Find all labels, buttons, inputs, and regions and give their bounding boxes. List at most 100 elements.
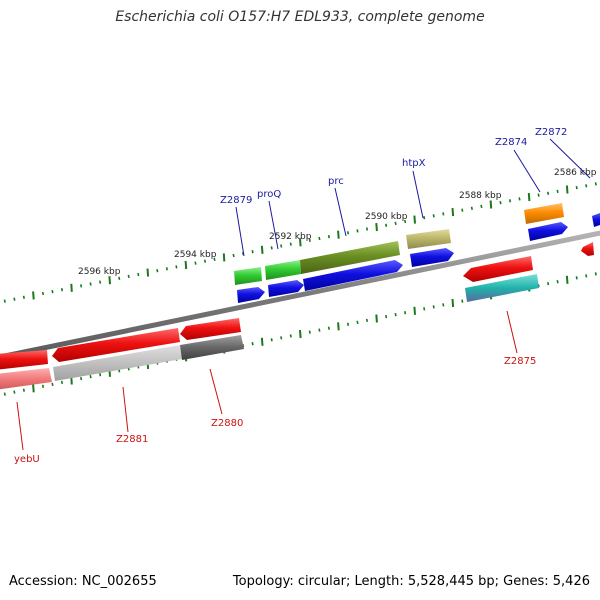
minor-tick [585,184,588,188]
major-tick [32,384,35,393]
gene-label[interactable]: proQ [257,189,281,200]
gene-feature[interactable] [528,222,568,241]
minor-tick [99,373,102,377]
minor-tick [13,297,16,301]
minor-tick [575,276,578,280]
minor-tick [60,288,64,292]
minor-tick [289,334,292,338]
minor-tick [594,182,597,186]
minor-tick [270,338,273,342]
gene-feature[interactable] [265,260,301,280]
minor-tick [346,231,350,235]
minor-tick [308,330,311,334]
gene-feature[interactable] [53,345,182,381]
gene-labels: Z2872 Z2874 htpX prc proQ Z2879 Z2875 Z2… [14,127,567,465]
minor-tick [442,303,445,307]
minor-tick [327,326,330,330]
gene-label[interactable]: prc [328,176,344,187]
minor-tick [585,274,588,278]
minor-tick [280,244,283,248]
minor-tick [575,185,578,190]
major-tick [299,329,302,339]
minor-tick [251,342,254,346]
minor-tick [165,267,168,271]
major-tick [565,185,569,194]
tick-labels: 2596 kbp 2594 kbp 2592 kbp 2590 kbp 2588… [78,168,597,277]
gene-label[interactable]: Z2879 [220,195,252,206]
minor-tick [547,281,550,286]
forward-strand-features [234,203,600,303]
gene-feature[interactable] [180,318,241,340]
minor-tick [327,234,330,239]
minor-tick [365,318,369,323]
gene-feature[interactable] [237,287,265,303]
minor-tick [118,276,121,280]
gene-feature[interactable] [524,203,564,224]
label-leader-lines-reverse [16,310,518,451]
gene-feature[interactable] [52,328,180,362]
gene-label[interactable]: Z2875 [504,356,536,367]
major-tick [527,192,531,202]
gene-feature[interactable] [234,267,262,285]
minor-tick [89,282,92,286]
tick-label: 2586 kbp [554,168,597,178]
gene-feature[interactable] [592,213,600,227]
tick-label: 2592 kbp [269,232,312,242]
minor-tick [137,272,140,277]
minor-tick [556,280,559,284]
gene-feature[interactable] [406,229,451,249]
minor-tick [41,384,45,388]
minor-tick [537,193,540,197]
minor-tick [3,299,6,303]
label-leader-lines [235,138,591,257]
minor-tick [99,280,102,284]
minor-tick [594,272,597,276]
minor-tick [156,269,159,273]
gene-feature[interactable] [300,241,400,274]
minor-tick [51,289,54,294]
gene-label[interactable]: Z2872 [535,127,567,138]
minor-tick [432,214,435,218]
gene-label[interactable]: Z2881 [116,434,148,445]
minor-tick [518,197,521,201]
minor-tick [461,208,464,212]
major-tick [451,298,455,308]
minor-tick [308,238,311,243]
gene-feature[interactable] [465,274,539,302]
minor-tick [289,242,292,246]
minor-tick [80,376,83,381]
minor-tick [423,216,426,220]
minor-tick [346,322,350,326]
upper-tick-row [3,182,597,303]
minor-tick [394,312,397,317]
gene-label[interactable]: yebU [14,454,40,465]
gene-label[interactable]: Z2880 [211,418,243,429]
minor-tick [365,227,369,231]
gene-feature[interactable] [463,256,533,282]
minor-tick [251,250,254,254]
gene-feature[interactable] [180,335,244,360]
tick-label: 2594 kbp [174,250,217,260]
major-tick [337,322,340,331]
minor-tick [318,236,321,241]
gene-feature[interactable] [581,242,594,256]
gene-label[interactable]: Z2874 [495,137,527,148]
minor-tick [232,253,235,258]
minor-tick [41,291,45,296]
gene-label[interactable]: htpX [402,158,426,169]
minor-tick [356,229,359,233]
minor-tick [270,246,273,250]
minor-tick [547,191,550,195]
tick-label: 2590 kbp [365,212,408,222]
genome-backbone [0,230,600,360]
gene-feature[interactable] [0,368,52,390]
minor-tick [508,199,512,203]
minor-tick [194,261,197,265]
minor-tick [556,189,559,194]
gene-feature[interactable] [0,350,48,370]
gene-feature[interactable] [303,260,403,291]
gene-feature[interactable] [410,248,454,267]
gene-feature[interactable] [268,280,304,297]
tick-label: 2596 kbp [78,267,121,277]
